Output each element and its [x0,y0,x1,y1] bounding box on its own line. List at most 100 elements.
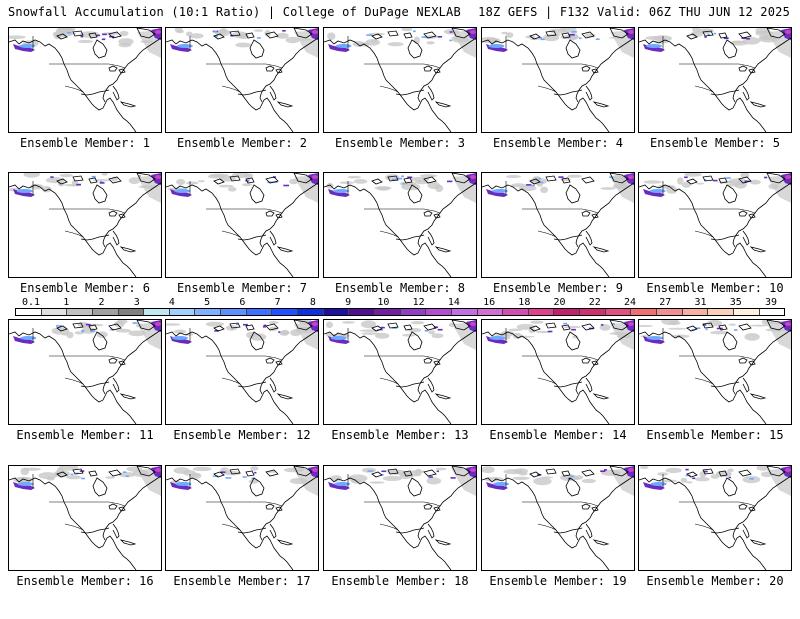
cuba-outline [276,539,294,546]
ensemble-member-panel[interactable]: Ensemble Member: 8 [323,172,477,326]
alaska-moderate-snow [175,482,192,486]
us-mexico-border [379,230,399,238]
ensemble-member-panel[interactable]: Ensemble Member: 19 [481,465,635,619]
ensemble-member-panel[interactable]: Ensemble Member: 1 [8,27,162,181]
alaska-moderate-snow [17,482,34,486]
snowfall-overlay [326,173,476,203]
map-title: Snowfall Accumulation (10:1 Ratio) | Col… [8,5,461,19]
light-snow-patch [508,328,523,332]
light-snow-patch [581,478,596,484]
west-coastline [166,477,294,570]
alaska-heavy-snow [170,44,192,52]
political-borders [189,36,283,93]
colorbar-swatch [477,309,504,315]
light-snow-patch [435,467,447,471]
ensemble-member-panel[interactable]: Ensemble Member: 17 [165,465,319,619]
north-america-map [639,173,791,277]
ensemble-member-panel[interactable]: Ensemble Member: 9 [481,172,635,326]
light-snow-patch [426,41,435,45]
great-lakes-outline [581,357,599,366]
us-mexico-border [379,523,399,531]
light-snow-patch [402,333,416,337]
greenland-outline [766,28,786,39]
hudson-bay-outline [92,477,108,497]
us-canada-border [679,501,756,507]
coastline [324,28,476,132]
snow-fleck [102,33,107,36]
ensemble-member-panel[interactable]: Ensemble Member: 14 [481,319,635,473]
great-lakes-outline [581,65,599,74]
member-snowfall-map [165,319,319,425]
ensemble-member-panel[interactable]: Ensemble Member: 18 [323,465,477,619]
colorbar-tick-label: 31 [694,297,707,308]
florida-outline [742,377,750,393]
political-borders [32,36,126,93]
member-snowfall-map [323,319,477,425]
snow-fleck [90,330,95,332]
arctic-islands [371,468,437,478]
alaska-moderate-snow [20,336,37,340]
snow-fleck [283,184,289,187]
ensemble-member-panel[interactable]: Ensemble Member: 7 [165,172,319,326]
snow-fleck [436,470,439,473]
alaska-moderate-snow [19,44,36,48]
cuba-outline [434,539,452,546]
coastline [639,28,791,132]
snowfall-overlay [486,173,634,203]
coastline [482,320,634,424]
snow-fleck [704,179,707,181]
member-snowfall-map [481,27,635,133]
ensemble-member-panel[interactable]: Ensemble Member: 10 [638,172,792,326]
west-coastline [639,477,767,570]
ensemble-member-panel[interactable]: Ensemble Member: 16 [8,465,162,619]
ensemble-member-panel[interactable]: Ensemble Member: 20 [638,465,792,619]
ensemble-member-panel[interactable]: Ensemble Member: 12 [165,319,319,473]
ensemble-member-panel[interactable]: Ensemble Member: 6 [8,172,162,326]
snow-fleck [76,183,81,186]
light-snow-patch [414,179,429,185]
florida-outline [112,523,120,539]
colorbar-swatch [118,309,145,315]
ensemble-member-panel[interactable]: Ensemble Member: 13 [323,319,477,473]
member-label: Ensemble Member: 4 [492,136,624,150]
snow-fleck [685,468,689,471]
light-snow-patch [482,466,495,474]
ensemble-member-panel[interactable]: Ensemble Member: 3 [323,27,477,181]
ensemble-member-panel[interactable]: Ensemble Member: 5 [638,27,792,181]
us-mexico-border [694,377,714,385]
light-snow-patch [285,36,300,44]
member-label: Ensemble Member: 2 [176,136,308,150]
greenland-outline [136,320,156,331]
member-label: Ensemble Member: 9 [492,281,624,295]
north-america-map [482,320,634,424]
greenland-outline [136,466,156,477]
hudson-bay-outline [92,39,108,59]
arctic-extreme-core [785,322,791,326]
gulf-coastline [80,234,110,241]
colorbar-swatch [528,309,555,315]
light-snow-patch [600,187,616,190]
ensemble-member-panel[interactable]: Ensemble Member: 2 [165,27,319,181]
west-coastline [9,39,137,132]
hudson-bay-outline [407,39,423,59]
west-coastline [482,184,610,277]
us-canada-border [522,208,599,214]
ensemble-member-panel[interactable]: Ensemble Member: 15 [638,319,792,473]
alaska-heavy-snow [328,482,350,490]
us-canada-border [679,355,756,361]
arctic-islands [213,175,279,185]
north-america-map [324,466,476,570]
alaska-moderate-snow [335,44,352,48]
greenland-outline [609,28,629,39]
ensemble-member-panel[interactable]: Ensemble Member: 11 [8,319,162,473]
alaska-moderate-snow [16,189,33,193]
member-snowfall-map [8,465,162,571]
snow-fleck [705,328,708,331]
colorbar-swatch [554,309,581,315]
political-borders [505,328,599,385]
hudson-bay-outline [722,184,738,204]
snow-fleck [236,323,239,326]
ensemble-member-panel[interactable]: Ensemble Member: 4 [481,27,635,181]
snow-fleck [540,38,545,41]
snow-fleck [282,30,286,32]
